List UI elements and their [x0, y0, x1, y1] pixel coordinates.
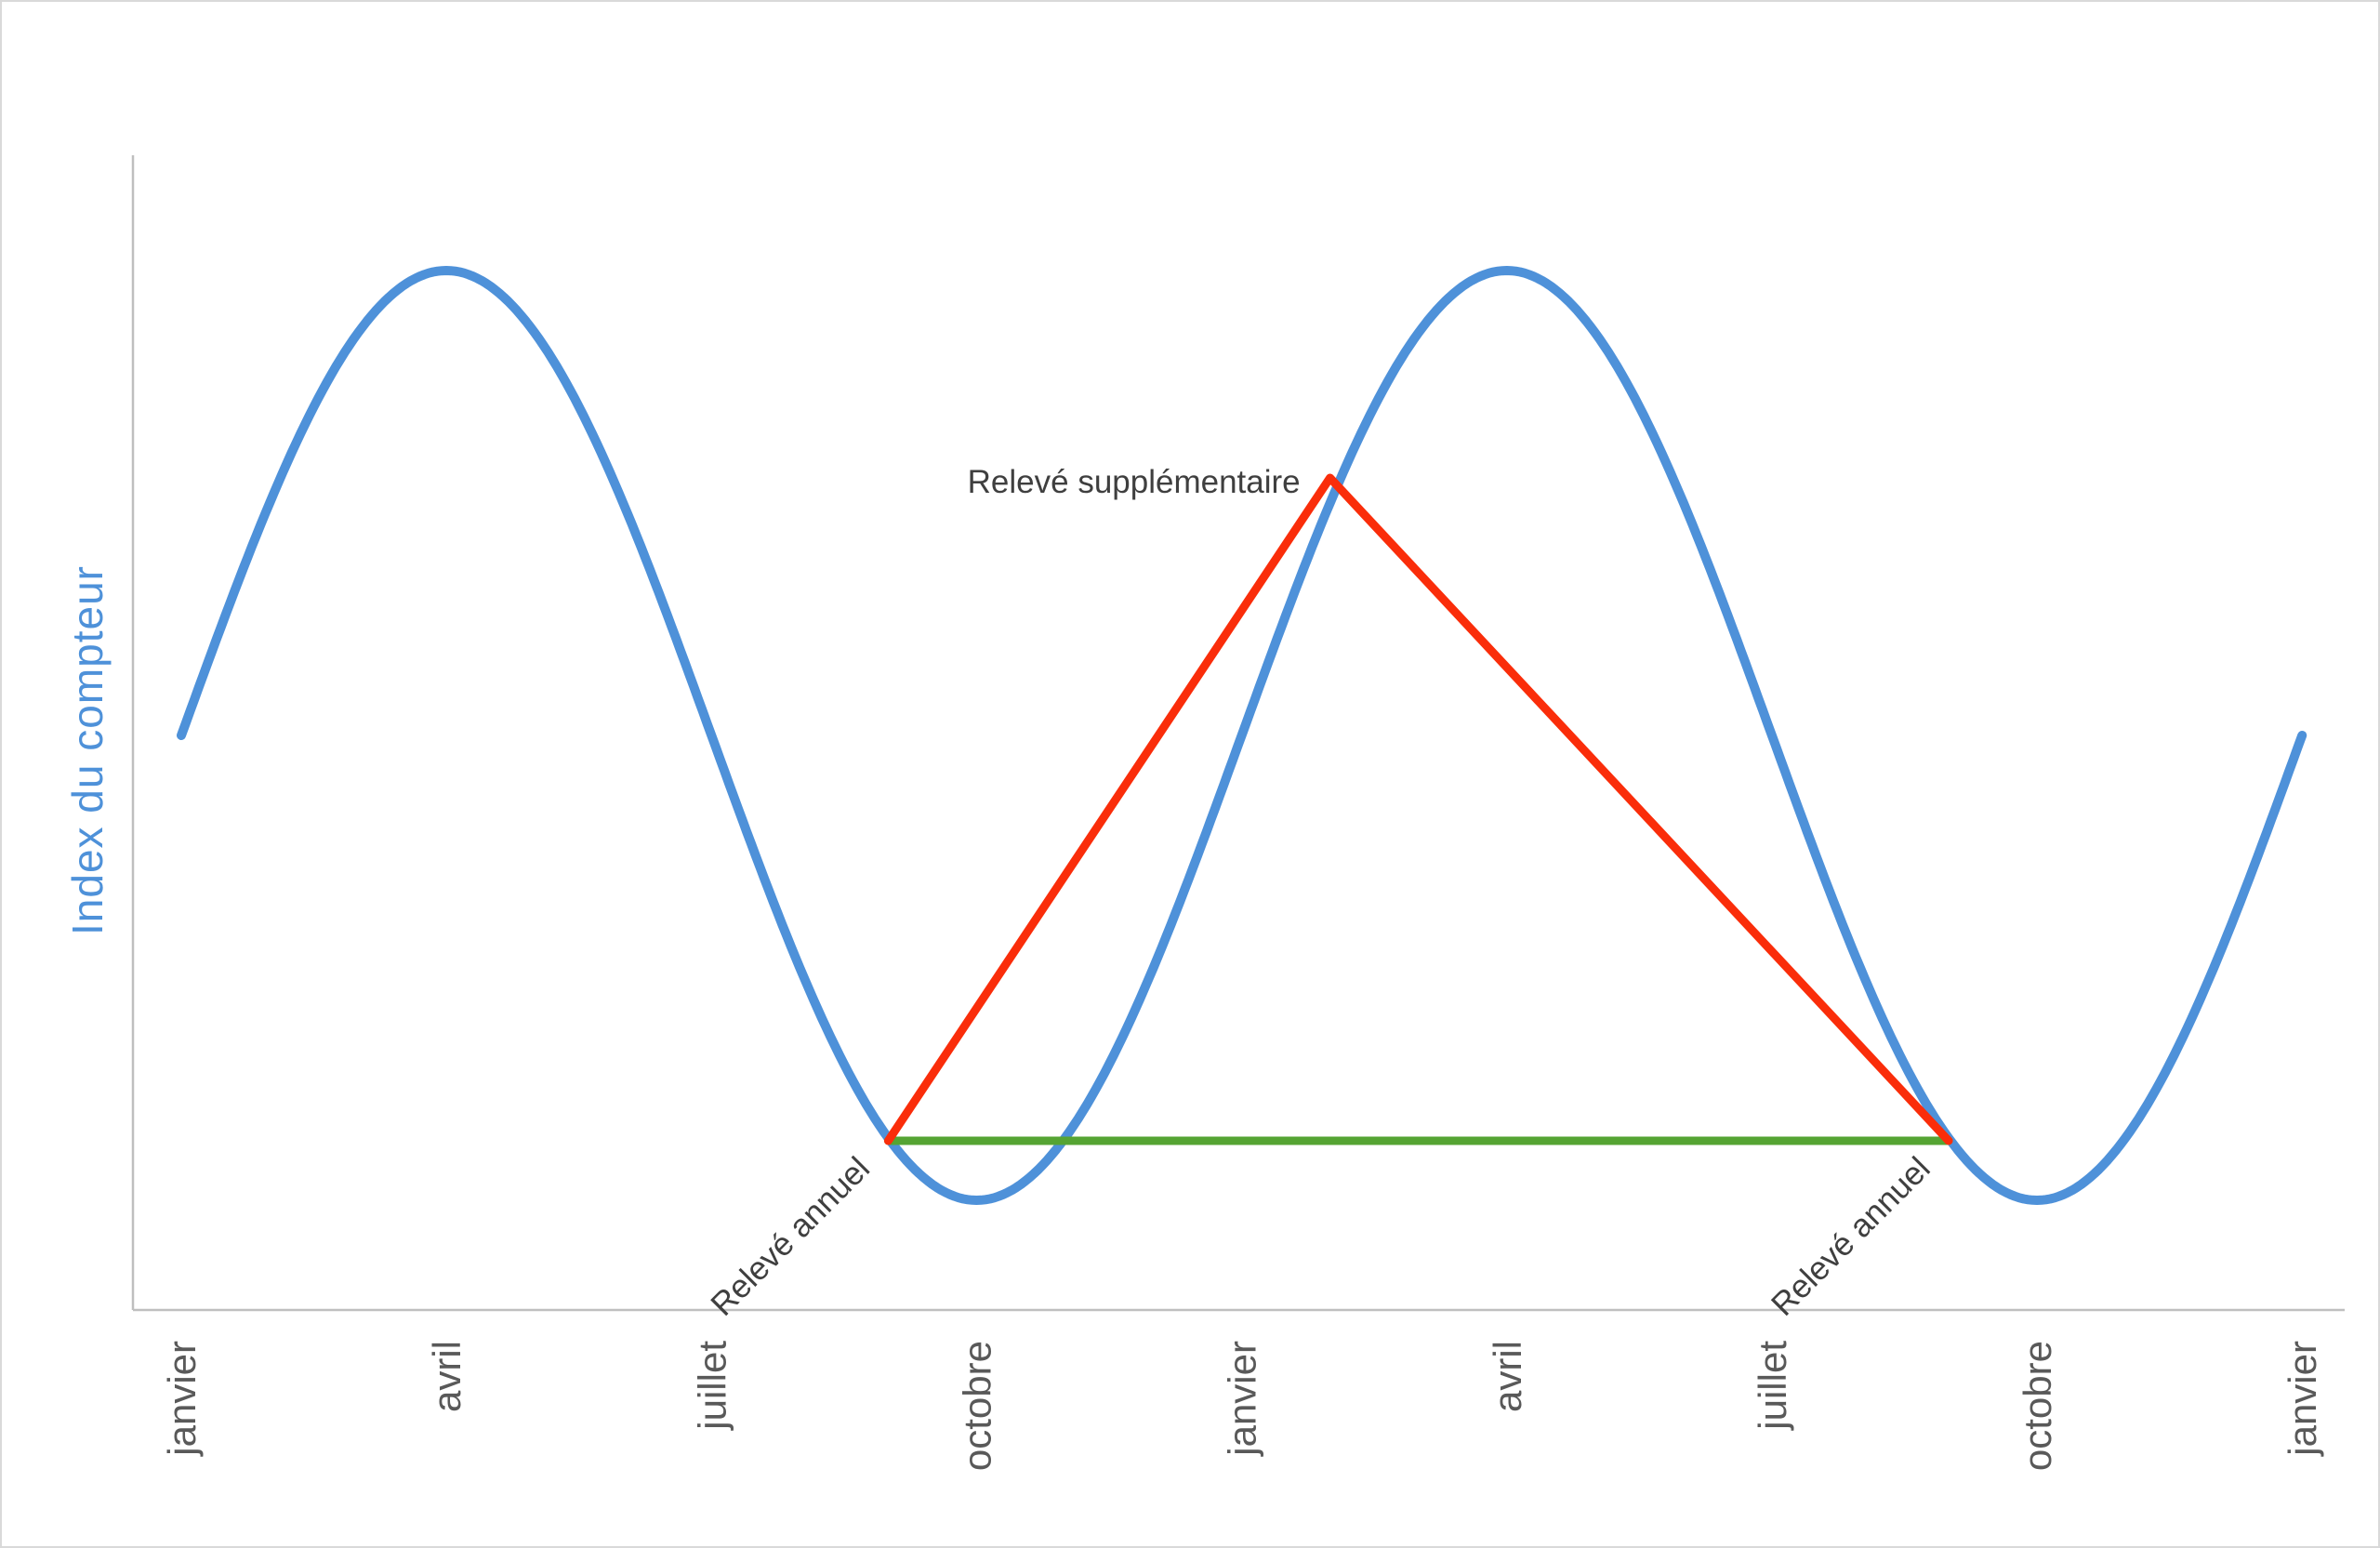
- annotation-releve-annuel-1: Relevé annuel: [704, 1150, 877, 1323]
- x-tick-label-janvier-1: janvier: [160, 1341, 204, 1458]
- supplementary-reading-interpolation-red: [883, 473, 1953, 1145]
- y-axis-title: Index du compteur: [63, 565, 112, 935]
- meter-index-sine-curve: [177, 266, 2307, 1205]
- x-tick-label-juillet-2: juillet: [1751, 1341, 1794, 1432]
- x-tick-label-avril-1: avril: [425, 1341, 469, 1412]
- x-tick-label-octobre-1: octobre: [955, 1341, 998, 1471]
- x-tick-label-janvier-3: janvier: [2281, 1341, 2324, 1458]
- x-tick-label-juillet-1: juillet: [690, 1341, 734, 1432]
- x-tick-label-avril-2: avril: [1486, 1341, 1529, 1412]
- annotation-releve-annuel-2: Relevé annuel: [1765, 1150, 1937, 1323]
- x-tick-label-octobre-2: octobre: [2016, 1341, 2059, 1471]
- annotation-releve-supplementaire: Relevé supplémentaire: [968, 464, 1301, 500]
- x-tick-label-janvier-2: janvier: [1221, 1341, 1264, 1458]
